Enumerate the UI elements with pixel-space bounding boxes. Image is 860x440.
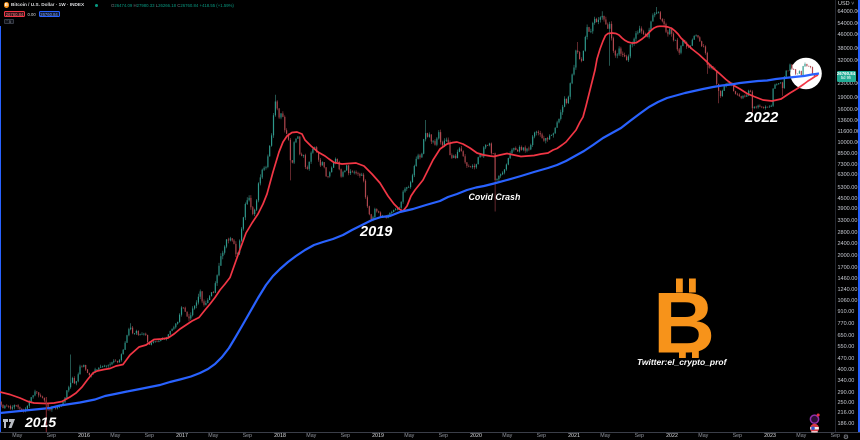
svg-text:B: B <box>653 276 715 363</box>
